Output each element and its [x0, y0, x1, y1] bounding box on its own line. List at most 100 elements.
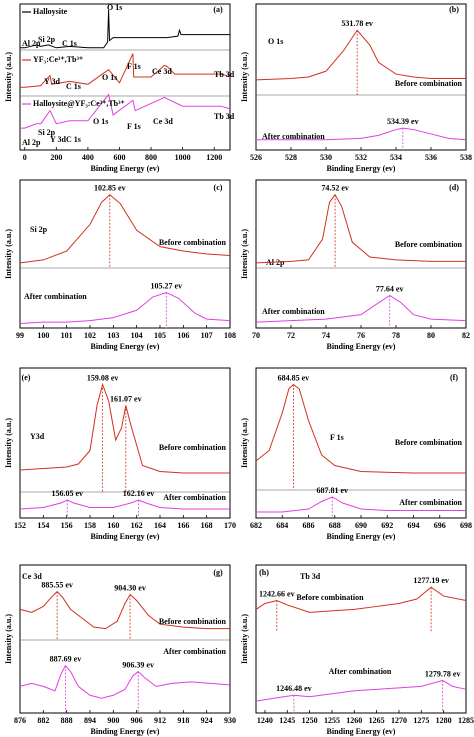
peak-label: C 1s — [62, 39, 77, 48]
x-tick-label: 1255 — [324, 716, 340, 725]
x-tick-label: 696 — [434, 521, 446, 530]
peak-value-label: 77.64 ev — [376, 284, 404, 293]
x-tick-label: 76 — [357, 331, 365, 340]
spectrum-line — [19, 194, 231, 264]
x-tick-label: 530 — [320, 153, 332, 162]
peak-value-label: 1246.48 ev — [276, 684, 312, 693]
x-tick-label: 104 — [131, 331, 143, 340]
x-tick-label: 600 — [113, 153, 125, 162]
panel-title: Si 2p — [30, 225, 48, 234]
peak-label: Al 2p — [22, 39, 41, 48]
panel-label: (g) — [213, 568, 223, 577]
series-label: After combination — [399, 498, 462, 507]
series-label: Before combination — [296, 593, 364, 602]
peak-value-label: 684.85 ev — [278, 373, 310, 382]
peak-value-label: 102.85 ev — [94, 184, 126, 193]
peak-value-label: 904.30 ev — [114, 583, 146, 592]
spectrum-line — [256, 127, 467, 141]
series-label: YF₃:Ce³⁺,Tb³⁺ — [33, 55, 83, 64]
x-tick-label: 888 — [61, 716, 73, 725]
x-tick-label: 876 — [14, 716, 26, 725]
y-axis-label: Intensity (a.u.) — [240, 614, 249, 664]
x-tick-label: 532 — [355, 153, 367, 162]
x-tick-label: 162 — [131, 521, 143, 530]
peak-value-label: 1279.78 ev — [425, 669, 461, 678]
x-tick-label: 1260 — [346, 716, 362, 725]
x-axis-label: Binding Energy (ev) — [327, 342, 396, 351]
series-label: After combination — [163, 647, 226, 656]
spectrum-line — [255, 679, 467, 702]
x-tick-label: 1265 — [369, 716, 385, 725]
peak-label: Si 2p — [38, 128, 56, 137]
series-label: Halloysite — [33, 7, 68, 16]
peak-label: O 1s — [102, 73, 117, 82]
x-tick-label: 534 — [390, 153, 402, 162]
x-tick-label: 1285 — [458, 716, 474, 725]
series-label: After combination — [163, 493, 226, 502]
x-axis-label: Binding Energy (ev) — [91, 342, 160, 351]
x-tick-label: 152 — [14, 521, 26, 530]
spectrum-line — [255, 29, 466, 81]
y-axis-label: Intensity (a.u.) — [240, 418, 249, 468]
y-axis-label: Intensity (a.u.) — [240, 52, 249, 102]
x-tick-label: 930 — [224, 716, 236, 725]
x-axis-label: Binding Energy (ev) — [327, 532, 396, 541]
series-label: Before combination — [159, 443, 227, 452]
x-tick-label: 99 — [16, 331, 24, 340]
spectrum-line — [19, 664, 231, 699]
x-tick-label: 684 — [276, 521, 288, 530]
x-tick-label: 698 — [460, 521, 472, 530]
spectrum-line — [20, 9, 230, 49]
x-axis-label: Binding Energy (ev) — [91, 164, 160, 173]
x-tick-label: 1275 — [413, 716, 429, 725]
plot-frame — [255, 179, 467, 329]
panel-label: (e) — [22, 373, 31, 382]
x-tick-label: 1200 — [206, 153, 222, 162]
peak-label: O 1s — [93, 117, 108, 126]
peak-label: Ce 3d — [153, 117, 173, 126]
x-tick-label: 1270 — [391, 716, 407, 725]
peak-label: Tb 3d — [214, 112, 235, 121]
panel-label: (h) — [259, 568, 269, 577]
panel-title: O 1s — [268, 37, 283, 46]
peak-value-label: 159.08 ev — [87, 373, 119, 382]
x-tick-label: 400 — [82, 153, 94, 162]
x-tick-label: 107 — [201, 331, 213, 340]
x-tick-label: 538 — [460, 153, 472, 162]
peak-label: C 1s — [66, 82, 81, 91]
panel-label: (f) — [450, 373, 458, 382]
x-tick-label: 1000 — [175, 153, 191, 162]
spectrum-line — [19, 291, 231, 325]
peak-value-label: 156.05 ev — [51, 489, 83, 498]
x-tick-label: 106 — [177, 331, 189, 340]
peak-value-label: 885.55 ev — [41, 580, 73, 589]
x-tick-label: 536 — [425, 153, 437, 162]
x-tick-label: 682 — [250, 521, 262, 530]
peak-value-label: 105.27 ev — [151, 281, 183, 290]
x-axis-label: Binding Energy (ev) — [91, 727, 160, 736]
plot-frame — [255, 564, 467, 714]
peak-label: F 1s — [127, 122, 141, 131]
spectrum-line — [255, 294, 467, 323]
spectrum-line — [255, 383, 466, 474]
plot-frame — [19, 179, 231, 329]
x-tick-label: 74 — [322, 331, 330, 340]
panel-label: (c) — [214, 183, 223, 192]
x-tick-label: 882 — [37, 716, 49, 725]
spectrum-line — [255, 193, 466, 264]
peak-value-label: 74.52 ev — [321, 184, 349, 193]
peak-label: C 1s — [66, 135, 81, 144]
spectrum-line — [20, 53, 231, 88]
x-tick-label: 692 — [381, 521, 393, 530]
peak-value-label: 1277.19 ev — [413, 576, 449, 585]
plot-frame — [19, 564, 231, 714]
x-tick-label: 1245 — [279, 716, 295, 725]
series-label: Halloysite@YF₃:Ce³⁺,Tb³⁺ — [33, 99, 125, 108]
x-tick-label: 164 — [154, 521, 166, 530]
series-label: Before combination — [395, 438, 463, 447]
x-tick-label: 0 — [23, 153, 27, 162]
x-tick-label: 105 — [154, 331, 166, 340]
peak-label: Al 2p — [22, 138, 41, 147]
series-label: After combination — [262, 132, 325, 141]
